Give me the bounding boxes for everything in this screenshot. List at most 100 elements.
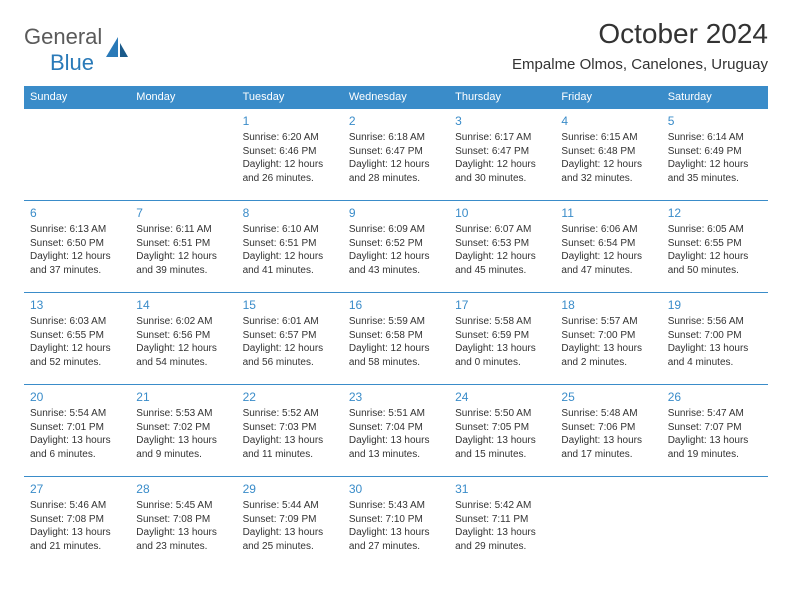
- day-cell: 27Sunrise: 5:46 AMSunset: 7:08 PMDayligh…: [24, 477, 130, 569]
- day-number: 3: [455, 113, 549, 129]
- day-cell: 1Sunrise: 6:20 AMSunset: 6:46 PMDaylight…: [237, 109, 343, 201]
- brand-sail-icon: [104, 35, 130, 66]
- daylight-text: Daylight: 12 hours and 41 minutes.: [243, 250, 337, 277]
- day-number: 25: [561, 389, 655, 405]
- sunset-text: Sunset: 6:53 PM: [455, 237, 549, 251]
- day-number: 10: [455, 205, 549, 221]
- day-cell: 20Sunrise: 5:54 AMSunset: 7:01 PMDayligh…: [24, 385, 130, 477]
- day-cell: [662, 477, 768, 569]
- daylight-text: Daylight: 13 hours and 27 minutes.: [349, 526, 443, 553]
- day-number: 24: [455, 389, 549, 405]
- daylight-text: Daylight: 12 hours and 32 minutes.: [561, 158, 655, 185]
- sunrise-text: Sunrise: 6:09 AM: [349, 223, 443, 237]
- sunrise-text: Sunrise: 5:56 AM: [668, 315, 762, 329]
- day-number: 12: [668, 205, 762, 221]
- day-number: 6: [30, 205, 124, 221]
- sunrise-text: Sunrise: 6:13 AM: [30, 223, 124, 237]
- calendar-table: SundayMondayTuesdayWednesdayThursdayFrid…: [24, 86, 768, 569]
- sunset-text: Sunset: 7:04 PM: [349, 421, 443, 435]
- day-number: 27: [30, 481, 124, 497]
- weekday-header: Thursday: [449, 86, 555, 109]
- sunrise-text: Sunrise: 5:44 AM: [243, 499, 337, 513]
- brand-text-2: Blue: [50, 50, 102, 76]
- day-cell: [130, 109, 236, 201]
- day-number: 22: [243, 389, 337, 405]
- sunset-text: Sunset: 6:48 PM: [561, 145, 655, 159]
- daylight-text: Daylight: 12 hours and 30 minutes.: [455, 158, 549, 185]
- sunset-text: Sunset: 6:56 PM: [136, 329, 230, 343]
- day-number: 26: [668, 389, 762, 405]
- daylight-text: Daylight: 12 hours and 52 minutes.: [30, 342, 124, 369]
- day-cell: 15Sunrise: 6:01 AMSunset: 6:57 PMDayligh…: [237, 293, 343, 385]
- location: Empalme Olmos, Canelones, Uruguay: [512, 56, 768, 73]
- sunrise-text: Sunrise: 5:48 AM: [561, 407, 655, 421]
- calendar-week: 20Sunrise: 5:54 AMSunset: 7:01 PMDayligh…: [24, 385, 768, 477]
- day-cell: 8Sunrise: 6:10 AMSunset: 6:51 PMDaylight…: [237, 201, 343, 293]
- daylight-text: Daylight: 12 hours and 54 minutes.: [136, 342, 230, 369]
- sunrise-text: Sunrise: 5:53 AM: [136, 407, 230, 421]
- weekday-header: Tuesday: [237, 86, 343, 109]
- sunset-text: Sunset: 6:51 PM: [136, 237, 230, 251]
- sunrise-text: Sunrise: 5:43 AM: [349, 499, 443, 513]
- sunset-text: Sunset: 6:52 PM: [349, 237, 443, 251]
- brand-text-1: General: [24, 24, 102, 50]
- day-number: 2: [349, 113, 443, 129]
- daylight-text: Daylight: 13 hours and 6 minutes.: [30, 434, 124, 461]
- daylight-text: Daylight: 13 hours and 29 minutes.: [455, 526, 549, 553]
- daylight-text: Daylight: 12 hours and 26 minutes.: [243, 158, 337, 185]
- sunrise-text: Sunrise: 5:46 AM: [30, 499, 124, 513]
- sunset-text: Sunset: 6:58 PM: [349, 329, 443, 343]
- sunrise-text: Sunrise: 5:57 AM: [561, 315, 655, 329]
- calendar-week: 13Sunrise: 6:03 AMSunset: 6:55 PMDayligh…: [24, 293, 768, 385]
- daylight-text: Daylight: 13 hours and 17 minutes.: [561, 434, 655, 461]
- sunrise-text: Sunrise: 6:14 AM: [668, 131, 762, 145]
- daylight-text: Daylight: 13 hours and 23 minutes.: [136, 526, 230, 553]
- daylight-text: Daylight: 12 hours and 56 minutes.: [243, 342, 337, 369]
- daylight-text: Daylight: 13 hours and 19 minutes.: [668, 434, 762, 461]
- day-number: 14: [136, 297, 230, 313]
- day-number: 18: [561, 297, 655, 313]
- sunrise-text: Sunrise: 5:50 AM: [455, 407, 549, 421]
- day-number: 7: [136, 205, 230, 221]
- day-number: 17: [455, 297, 549, 313]
- sunrise-text: Sunrise: 5:45 AM: [136, 499, 230, 513]
- weekday-header: Friday: [555, 86, 661, 109]
- daylight-text: Daylight: 13 hours and 4 minutes.: [668, 342, 762, 369]
- sunset-text: Sunset: 7:07 PM: [668, 421, 762, 435]
- sunset-text: Sunset: 6:46 PM: [243, 145, 337, 159]
- day-number: 4: [561, 113, 655, 129]
- sunset-text: Sunset: 7:11 PM: [455, 513, 549, 527]
- sunset-text: Sunset: 7:01 PM: [30, 421, 124, 435]
- sunrise-text: Sunrise: 6:18 AM: [349, 131, 443, 145]
- daylight-text: Daylight: 12 hours and 58 minutes.: [349, 342, 443, 369]
- day-cell: 14Sunrise: 6:02 AMSunset: 6:56 PMDayligh…: [130, 293, 236, 385]
- sunrise-text: Sunrise: 6:01 AM: [243, 315, 337, 329]
- daylight-text: Daylight: 13 hours and 15 minutes.: [455, 434, 549, 461]
- day-cell: 23Sunrise: 5:51 AMSunset: 7:04 PMDayligh…: [343, 385, 449, 477]
- title-block: October 2024 Empalme Olmos, Canelones, U…: [512, 18, 768, 73]
- calendar-body: 1Sunrise: 6:20 AMSunset: 6:46 PMDaylight…: [24, 109, 768, 569]
- sunset-text: Sunset: 6:47 PM: [349, 145, 443, 159]
- day-cell: 3Sunrise: 6:17 AMSunset: 6:47 PMDaylight…: [449, 109, 555, 201]
- day-cell: 16Sunrise: 5:59 AMSunset: 6:58 PMDayligh…: [343, 293, 449, 385]
- day-cell: 12Sunrise: 6:05 AMSunset: 6:55 PMDayligh…: [662, 201, 768, 293]
- day-cell: 2Sunrise: 6:18 AMSunset: 6:47 PMDaylight…: [343, 109, 449, 201]
- sunrise-text: Sunrise: 5:42 AM: [455, 499, 549, 513]
- sunrise-text: Sunrise: 5:54 AM: [30, 407, 124, 421]
- day-cell: 9Sunrise: 6:09 AMSunset: 6:52 PMDaylight…: [343, 201, 449, 293]
- sunset-text: Sunset: 7:08 PM: [30, 513, 124, 527]
- day-number: 11: [561, 205, 655, 221]
- day-number: 8: [243, 205, 337, 221]
- day-cell: 18Sunrise: 5:57 AMSunset: 7:00 PMDayligh…: [555, 293, 661, 385]
- sunrise-text: Sunrise: 5:59 AM: [349, 315, 443, 329]
- day-number: 31: [455, 481, 549, 497]
- day-cell: 11Sunrise: 6:06 AMSunset: 6:54 PMDayligh…: [555, 201, 661, 293]
- day-cell: [555, 477, 661, 569]
- weekday-header: Wednesday: [343, 86, 449, 109]
- day-cell: 25Sunrise: 5:48 AMSunset: 7:06 PMDayligh…: [555, 385, 661, 477]
- sunset-text: Sunset: 6:55 PM: [30, 329, 124, 343]
- day-cell: [24, 109, 130, 201]
- weekday-header: Monday: [130, 86, 236, 109]
- day-cell: 29Sunrise: 5:44 AMSunset: 7:09 PMDayligh…: [237, 477, 343, 569]
- calendar-week: 1Sunrise: 6:20 AMSunset: 6:46 PMDaylight…: [24, 109, 768, 201]
